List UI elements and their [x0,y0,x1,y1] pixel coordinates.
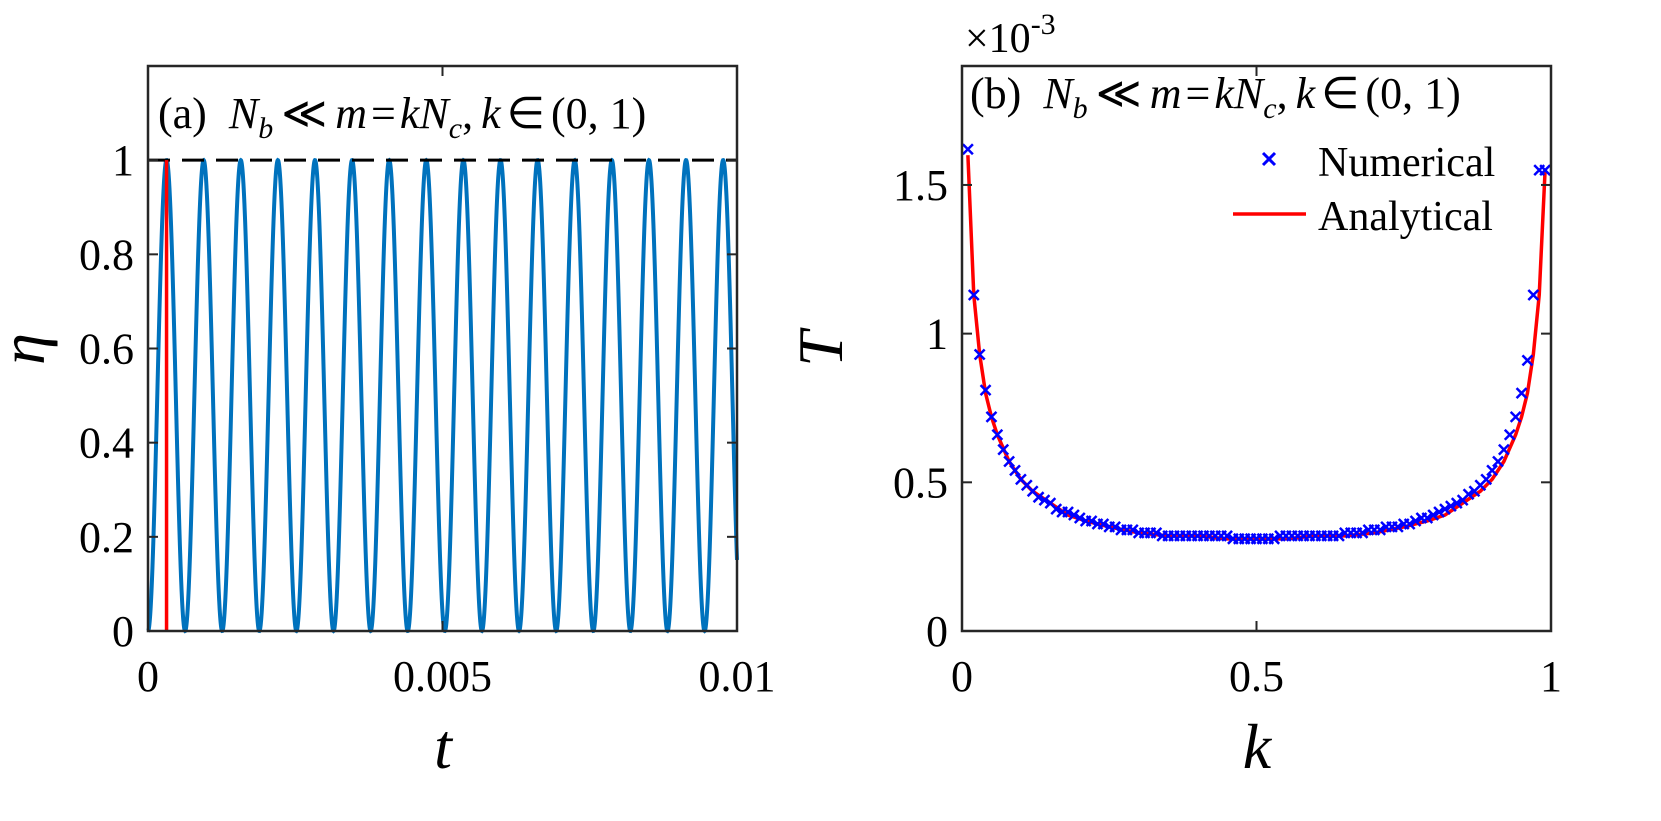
y-tick-label: 1 [112,136,134,185]
y-tick-label: 0.5 [893,458,948,507]
numerical-point [962,143,974,156]
numerical-point [1062,506,1074,518]
numerical-point [1462,488,1475,501]
panel-b: 0 0.5 1 0 0.5 1 1.5 (b) Nb ≪ m=kNc, k ∈ (0, 1) ×10-3… [785,8,1562,782]
numerical-point [1391,521,1404,533]
numerical-point [1268,532,1281,545]
y-tick-label: 0.6 [79,325,134,374]
numerical-point [1109,521,1122,533]
numerical-point [1527,289,1540,301]
numerical-point [1539,164,1551,176]
numerical-point [1009,464,1021,477]
x-tick-label: 0.005 [393,652,492,701]
panel-a-plot-area [146,157,739,634]
legend-numerical-label: Numerical [1318,140,1495,186]
numerical-point [1126,524,1139,536]
x-tick-label: 0 [137,652,159,701]
numerical-point [1450,497,1463,510]
panel-a-ticks: 0 0.005 0.01 0 0.2 0.4 0.6 0.8 1 [79,66,776,701]
numerical-point [1521,354,1534,367]
numerical-point [1439,503,1451,515]
panel-b-ylabel: T [785,327,856,367]
panel-b-annotation: (b) Nb ≪ m=kNc, k ∈ (0, 1) [970,69,1461,125]
x-tick-label: 0 [951,652,973,701]
numerical-point [1421,512,1434,524]
numerical-point [1497,443,1510,456]
panel-b-plot-area [962,143,1551,545]
y-tick-label: 0 [926,607,948,656]
numerical-point [1492,455,1504,468]
numerical-point [1503,428,1516,441]
panel-b-xlabel: k [1243,711,1273,782]
panel-a-ylabel: η [0,333,58,365]
numerical-point [1356,526,1369,539]
numerical-point [1032,491,1045,504]
numerical-point [1427,509,1440,521]
y-tick-label: 1 [926,310,948,359]
legend-numerical-marker [1261,151,1277,167]
numerical-point [1333,529,1345,542]
panel-b-ticks: 0 0.5 1 0 0.5 1 1.5 [893,66,1562,701]
numerical-point [1150,526,1163,539]
numerical-point [967,289,980,301]
panel-b-exponent-label: ×10-3 [965,8,1056,62]
x-tick-label: 1 [1540,652,1562,701]
legend-analytical-label: Analytical [1318,194,1493,240]
numerical-point [1003,455,1016,468]
numerical-point [1509,411,1522,423]
numerical-point [1073,512,1086,524]
y-tick-label: 0 [112,607,134,656]
numerical-point [1068,509,1080,521]
panel-a: 0 0.005 0.01 0 0.2 0.4 0.6 0.8 1 (a) Nb ≪ m=kNc, k ∈(… [0,64,776,782]
numerical-point [985,411,998,423]
y-tick-label: 0.8 [79,230,134,279]
numerical-point [1221,529,1233,542]
numerical-point [997,443,1010,456]
numerical-point [1050,503,1063,515]
numerical-point [1433,506,1445,518]
numerical-point [1403,518,1416,530]
numerical-point [1085,515,1098,527]
legend: Numerical Analytical [1233,140,1495,240]
y-tick-label: 1.5 [893,161,948,210]
x-tick-label: 0.01 [699,652,776,701]
numerical-point [1486,464,1498,477]
y-tick-label: 0.4 [79,419,134,468]
numerical-point [1515,387,1528,399]
numerical-point [1480,473,1493,486]
numerical-point [1097,518,1110,530]
numerical-point [1409,515,1422,527]
numerical-point [1374,524,1387,536]
numerical-point [1038,494,1051,507]
panel-a-xlabel: t [434,711,454,782]
panel-a-annotation: (a) Nb ≪ m=kNc, k ∈ (0, 1) [158,89,646,145]
numerical-point [1444,500,1457,512]
x-tick-label: 0.5 [1229,652,1284,701]
numerical-point [973,348,986,361]
y-tick-label: 0.2 [79,513,134,562]
panel-a-axes-box [146,64,739,633]
numerical-point [979,384,992,397]
eta-oscillation-line [146,157,739,634]
numerical-point [991,428,1004,441]
